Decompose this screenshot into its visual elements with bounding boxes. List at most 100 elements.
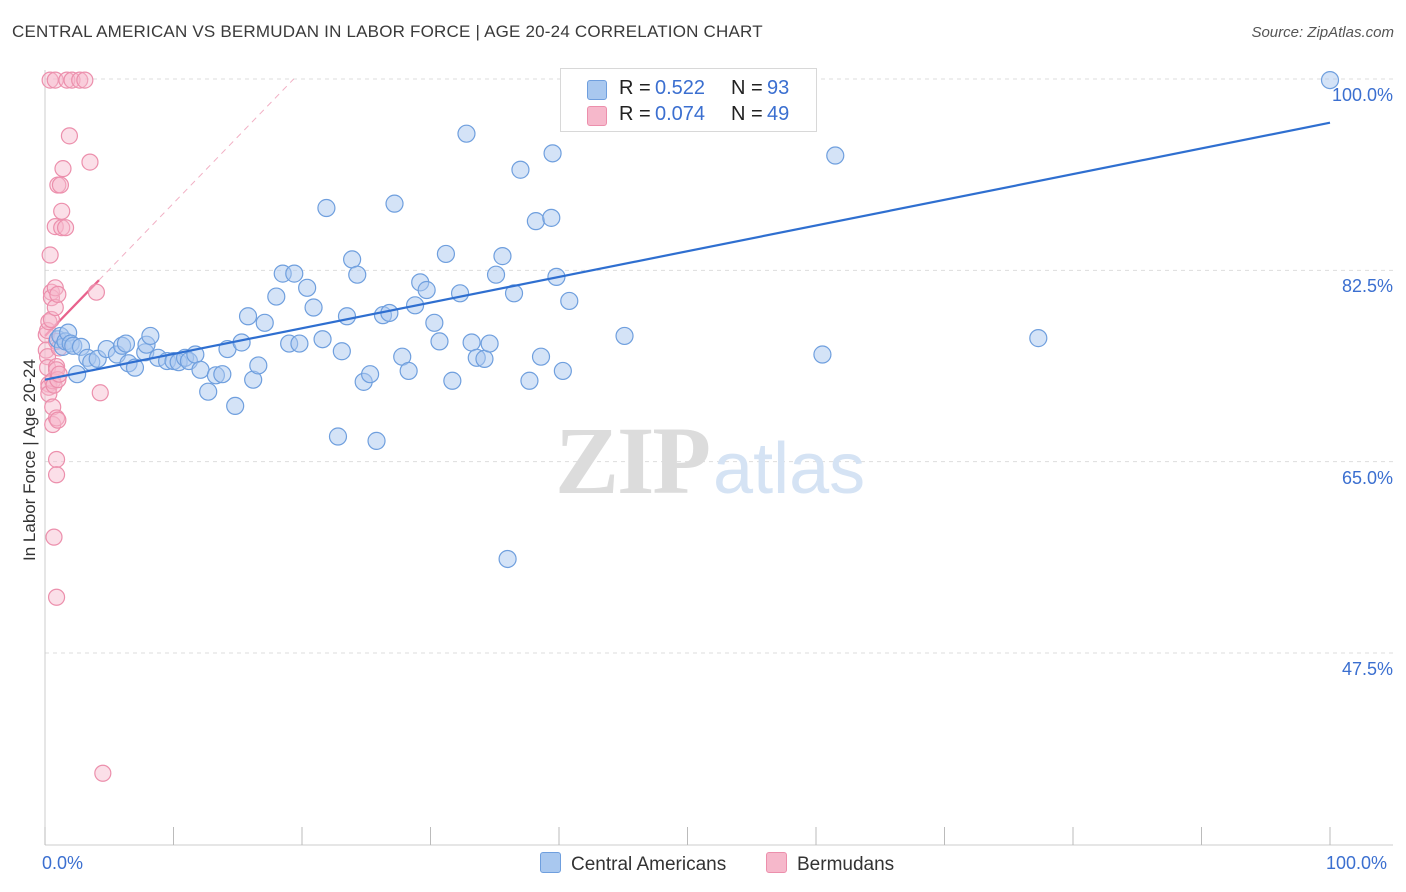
central-americans-point <box>486 265 506 284</box>
legend-label-bermudans: Bermudans <box>797 854 895 875</box>
central-americans-point <box>343 250 362 269</box>
central-americans-point <box>1320 70 1340 90</box>
bermudans-point <box>53 219 71 237</box>
central-americans-point <box>493 247 512 266</box>
bermudans-point <box>47 450 66 469</box>
watermark-atlas: atlas <box>713 429 866 509</box>
central-americans-point <box>313 330 332 349</box>
bermudans-point <box>47 466 66 484</box>
central-americans-point <box>615 326 634 346</box>
bermudans-point <box>44 398 62 416</box>
x-tick-label-min: 0.0% <box>42 853 84 873</box>
central-americans-point <box>290 334 309 353</box>
central-americans-point <box>304 298 323 317</box>
legend-r-value: 0.522 <box>655 77 706 99</box>
legend-item-bermudans[interactable]: Bermudans <box>766 852 894 876</box>
central-americans-point <box>255 313 274 332</box>
bermudans-point <box>51 176 70 194</box>
central-americans-point <box>332 342 351 361</box>
central-americans-point <box>267 287 286 306</box>
legend-r-label: R = <box>619 77 651 99</box>
bermudans-point <box>45 528 63 546</box>
central-americans-point <box>480 334 499 353</box>
central-americans-point <box>213 365 232 384</box>
central-americans-trend-line <box>44 121 1331 381</box>
central-americans-point <box>436 244 456 264</box>
central-americans-point <box>238 307 258 326</box>
central-americans-point <box>475 349 494 368</box>
central-americans-point <box>520 371 539 390</box>
central-americans-point <box>430 332 449 351</box>
central-swatch <box>587 80 607 100</box>
bermudans-point <box>91 384 109 402</box>
source-label: Source: ZipAtlas.com <box>1251 24 1394 41</box>
y-axis-label: In Labor Force | Age 20-24 <box>20 359 39 561</box>
bermudans-point <box>41 246 59 264</box>
bermudans-point <box>87 283 106 301</box>
watermark-zip: ZIP <box>555 407 711 514</box>
bermudans-point <box>40 313 58 331</box>
central-americans-point <box>553 361 572 381</box>
central-americans-point <box>498 549 517 569</box>
y-tick-label: 82.5% <box>1341 276 1393 297</box>
central-americans-point <box>462 333 481 352</box>
central-americans-point <box>191 360 210 379</box>
bermudans-point <box>81 153 99 171</box>
central-americans-point <box>560 291 579 311</box>
central-americans-point <box>543 144 562 163</box>
bermudans-point <box>47 588 66 606</box>
central-americans-point <box>450 284 470 303</box>
central-americans-point <box>285 264 304 283</box>
central-americans-point <box>367 431 386 450</box>
central-americans-point <box>298 278 317 297</box>
y-tick-label: 65.0% <box>1341 467 1393 488</box>
central-americans-point <box>317 198 336 218</box>
bermudans-point <box>60 127 79 145</box>
legend-r-label: R = <box>619 103 651 125</box>
central-americans-point <box>526 212 545 231</box>
central-americans-point <box>542 208 561 227</box>
y-tick-label: 47.5% <box>1341 659 1393 679</box>
bermudans-point <box>50 365 68 383</box>
central-americans-point <box>457 124 476 143</box>
bermudan-swatch <box>587 106 607 126</box>
bermudans-point <box>54 160 72 178</box>
central-americans-point <box>199 382 218 401</box>
central-americans-point <box>348 265 367 284</box>
legend-n-value: 49 <box>767 103 790 125</box>
bermudans-point <box>40 385 58 403</box>
stats-legend: R = 0.522 N = 93 R = 0.074 N = 49 <box>560 68 817 132</box>
bermudans-point <box>41 71 59 89</box>
bermudans-point <box>53 202 71 220</box>
x-tick-label-max: 100.0% <box>1326 853 1388 873</box>
legend-n-value: 93 <box>767 77 790 99</box>
central-americans-point <box>1029 329 1048 348</box>
bermudans-point <box>46 298 64 317</box>
central-americans-point <box>417 280 436 300</box>
central-americans-point <box>249 356 268 375</box>
bermudans-point <box>58 71 76 89</box>
central-americans-point <box>531 347 551 366</box>
watermark: ZIPatlas <box>555 405 865 516</box>
legend-item-central-americans[interactable]: Central Americans <box>540 852 726 876</box>
bermudans-trend-extension <box>98 78 295 281</box>
central-americans-point <box>813 345 832 364</box>
bermudans-point <box>94 764 112 782</box>
central-americans-point <box>328 427 348 446</box>
legend-n-label: N = <box>731 77 763 99</box>
central-americans-point <box>826 146 845 165</box>
central-americans-point <box>399 361 418 381</box>
central-americans-point <box>425 313 444 332</box>
central-americans-point <box>337 307 357 326</box>
central-americans-point <box>226 396 245 416</box>
central-americans-point <box>116 334 136 353</box>
bermudans-point <box>71 71 89 89</box>
bermudans-swatch <box>766 852 787 873</box>
chart-title: CENTRAL AMERICAN VS BERMUDAN IN LABOR FO… <box>12 22 763 41</box>
y-tick-label: 100.0% <box>1331 85 1393 105</box>
bermudans-point <box>56 219 75 237</box>
central-americans-point <box>141 326 160 346</box>
central-americans-swatch <box>540 852 561 873</box>
legend-label-central-americans: Central Americans <box>571 854 727 875</box>
central-americans-point <box>443 371 462 390</box>
